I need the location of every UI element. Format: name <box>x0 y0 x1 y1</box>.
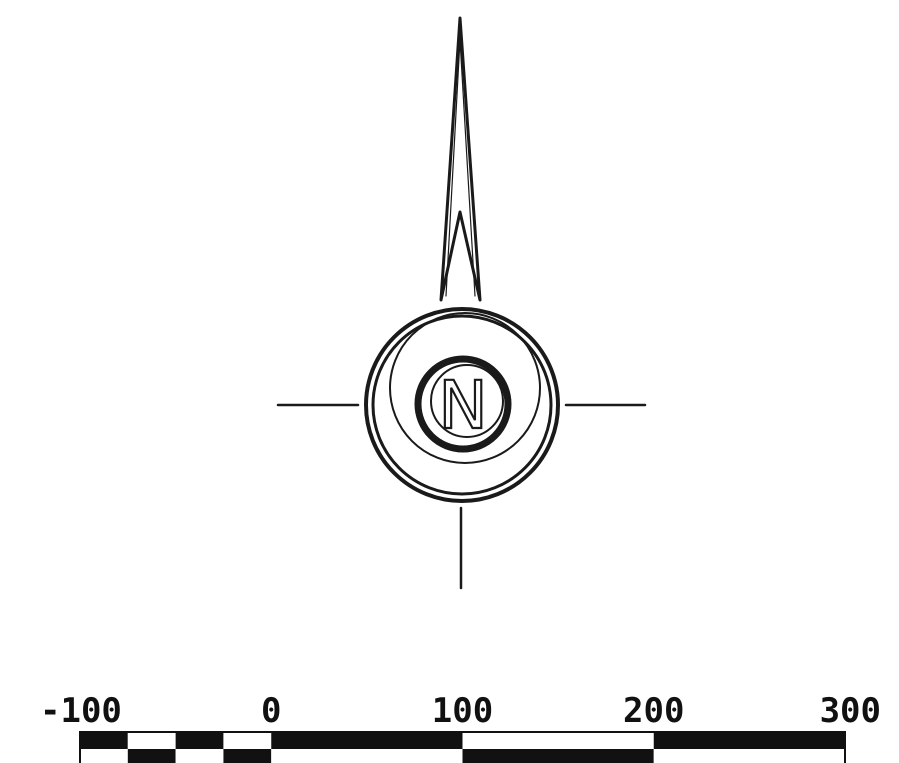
scale-bar-outline <box>79 731 846 763</box>
scale-bar-segment-top <box>271 732 463 749</box>
scale-bar-tick-label: 300 <box>820 691 881 731</box>
north-letter-ring-inner <box>430 364 504 438</box>
outer-ring-inner <box>371 314 553 496</box>
scale-bar-tick-label: 0 <box>261 691 281 731</box>
north-arrow-needle <box>439 16 482 302</box>
scale-bar-tick-label: 200 <box>623 691 684 731</box>
outer-ring <box>364 307 560 503</box>
scale-bar-tick-label: -100 <box>40 691 122 731</box>
scale-bar-subdivision-bottom <box>223 749 272 763</box>
scale-bar-segment-bottom <box>462 749 654 763</box>
scale-bar-subdivision-top <box>223 732 272 749</box>
scale-bar-subdivision-top <box>175 732 224 749</box>
north-arrow-icon <box>276 16 647 590</box>
scale-bar-labels: -100 0 100 200 300 <box>40 691 882 732</box>
scale-bar-segment-top <box>653 732 845 749</box>
scale-bar-segment-bottom <box>271 749 463 763</box>
scale-bar-segment-bottom <box>653 749 845 763</box>
scale-bar-subdivision-bottom <box>127 749 176 763</box>
scale-bar-subdivision-bottom <box>175 749 224 763</box>
crescent-ring <box>389 312 541 464</box>
scale-bar <box>79 731 846 763</box>
scale-bar-tick-label: 100 <box>432 691 493 731</box>
scale-bar-segment-top <box>462 732 654 749</box>
north-arrow-needle-inner <box>445 39 476 297</box>
scale-bar-subdivision-bottom <box>80 749 128 763</box>
north-letter-ring <box>414 355 512 453</box>
scale-bar-subdivision-top <box>80 732 128 749</box>
north-letter: N <box>438 367 487 444</box>
scale-bar-subdivision-top <box>127 732 176 749</box>
